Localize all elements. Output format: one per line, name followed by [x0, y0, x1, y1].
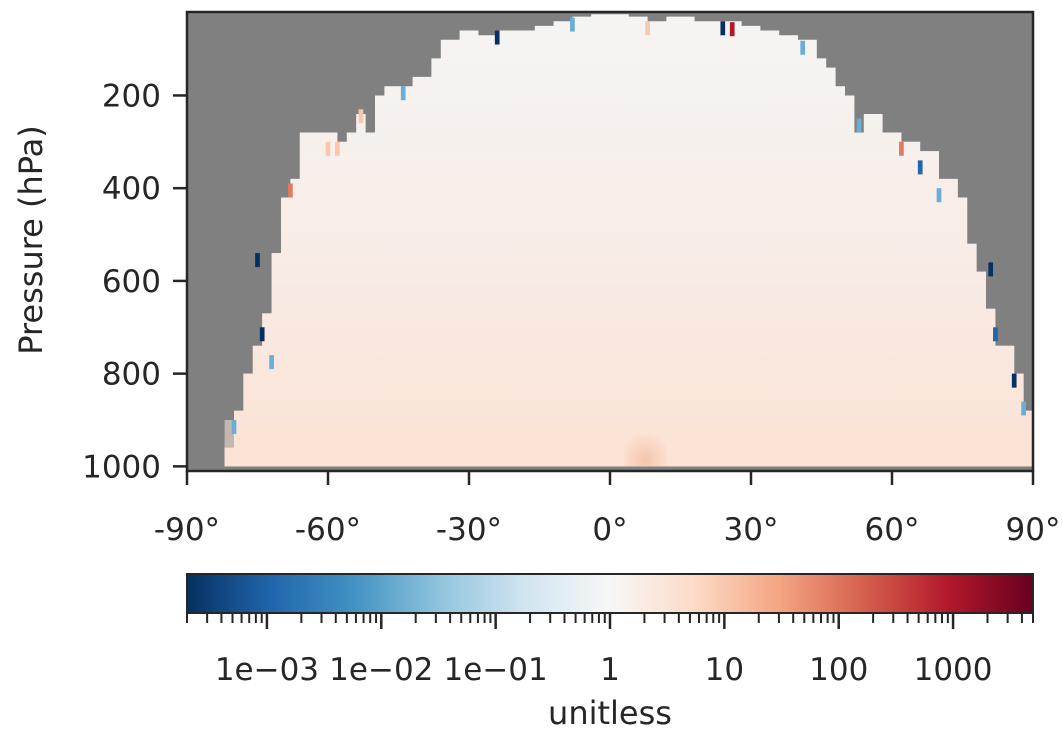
heatmap-cell	[936, 188, 942, 203]
y-axis-title: Pressure (hPa)	[12, 125, 50, 355]
heatmap-cell	[288, 183, 293, 198]
heatmap-cell	[358, 109, 364, 124]
surface-hot-spot	[624, 420, 667, 467]
y-tick-label: 600	[102, 264, 161, 300]
x-tick-label: -90°	[154, 512, 220, 548]
colorbar-label: unitless	[548, 694, 672, 732]
x-tick-label: 30°	[724, 512, 779, 548]
colorbar-tick-label: 100	[809, 652, 868, 688]
heatmap-cell	[255, 253, 260, 268]
colorbar-ticks: 1e−03 1e−02 1e−01 1 10 100 1000	[186, 613, 1034, 688]
near-surface-high-ratio	[224, 420, 1033, 467]
heatmap-cell	[800, 40, 806, 55]
heatmap-cell	[231, 420, 237, 434]
x-tick-label: -30°	[436, 512, 502, 548]
heatmap-cell	[729, 22, 735, 37]
colorbar-tick-label: 1e−02	[329, 652, 433, 688]
x-tick-label: 90°	[1006, 512, 1061, 548]
y-axis: 200 400 600 800 1000	[82, 78, 187, 485]
heatmap-cell	[988, 262, 994, 277]
heatmap-cell	[1011, 373, 1017, 388]
x-tick-label: 0°	[592, 512, 627, 548]
heatmap-cell	[400, 86, 406, 101]
heatmap-cell	[325, 141, 331, 156]
heatmap-cell	[269, 355, 274, 370]
heatmap-cell	[1021, 401, 1026, 416]
heatmap-cell	[645, 21, 650, 36]
near-surface-tint	[224, 14, 1033, 467]
y-tick-label: 1000	[82, 449, 161, 485]
colorbar-gradient	[187, 574, 1033, 613]
heatmap-cell	[570, 17, 575, 32]
colorbar-tick-label: 1000	[914, 652, 993, 688]
x-tick-label: 60°	[865, 512, 920, 548]
y-tick-label: 800	[102, 357, 161, 393]
colorbar: 1e−03 1e−02 1e−01 1 10 100 1000 unitless	[186, 573, 1034, 732]
colorbar-tick-label: 1	[600, 652, 620, 688]
heatmap-cell	[494, 30, 500, 45]
x-tick-label: -60°	[295, 512, 361, 548]
colorbar-tick-label: 1e−03	[215, 652, 319, 688]
colorbar-tick-label: 1e−01	[444, 652, 548, 688]
edge-outlier-cells	[231, 17, 1026, 434]
colorbar-tick-label: 10	[705, 652, 744, 688]
heatmap-cell	[335, 141, 340, 156]
heatmap-cell	[720, 21, 726, 36]
heatmap-cell	[917, 160, 923, 175]
heatmap-cell	[993, 327, 998, 342]
heatmap-plot-area	[185, 10, 1035, 473]
y-tick-label: 400	[102, 171, 161, 207]
x-axis: -90° -60° -30° 0° 30° 60° 90°	[154, 471, 1061, 548]
heatmap-cell	[899, 141, 904, 156]
heatmap-cell	[259, 327, 265, 342]
y-tick-label: 200	[102, 78, 161, 114]
heatmap-cell	[856, 118, 862, 133]
